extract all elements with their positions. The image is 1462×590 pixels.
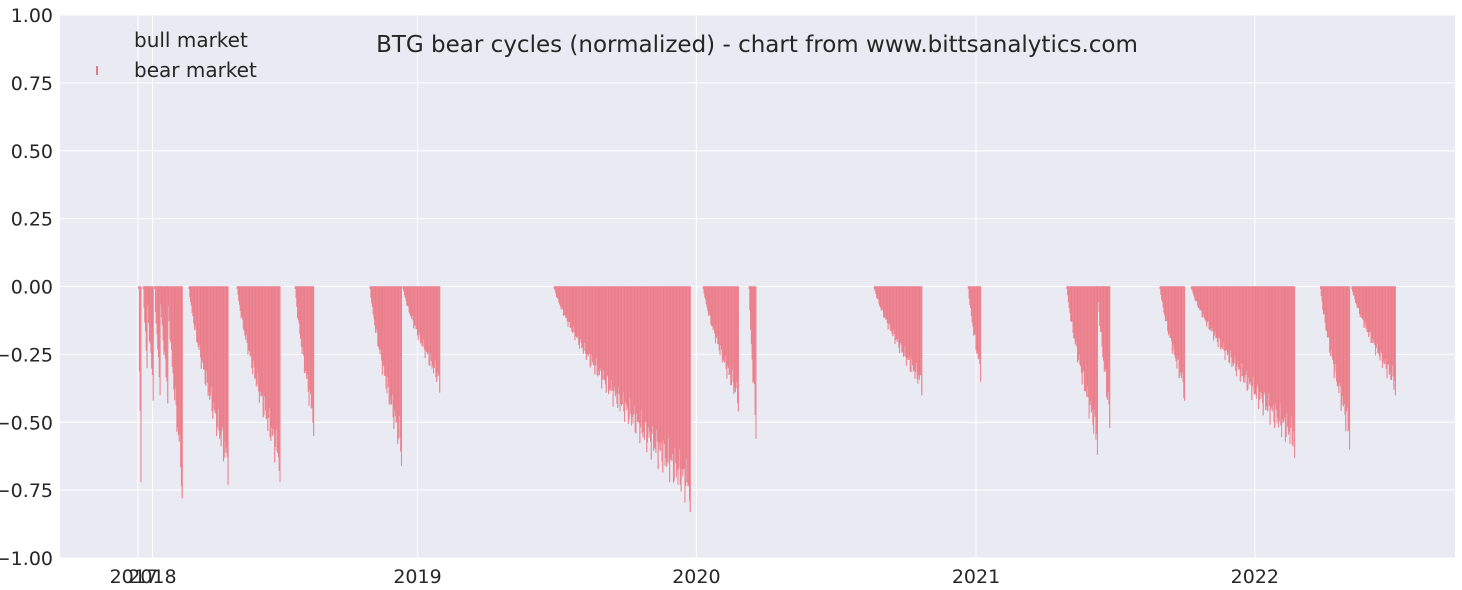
bear-bar (152, 286, 154, 401)
bear-market-bars (138, 286, 1396, 512)
bear-episode (188, 286, 229, 485)
bear-episode (748, 286, 757, 439)
y-tick-label: −0.50 (0, 412, 53, 434)
bear-bar (921, 286, 923, 396)
x-tick-label: 2022 (1231, 566, 1279, 588)
bear-bar (181, 286, 183, 499)
x-tick-label: 2018 (128, 566, 176, 588)
y-tick-label: 0.75 (11, 73, 53, 95)
y-tick-label: −1.00 (0, 548, 53, 570)
bear-episode (146, 286, 154, 401)
bear-episode (1320, 286, 1351, 450)
bear-bar (400, 286, 403, 466)
bear-episode (294, 286, 315, 436)
bear-episode (142, 286, 148, 369)
y-tick-labels: 1.00 0.75 0.50 0.25 0.00 −0.25 −0.50 −0.75 −1.00 (0, 5, 53, 570)
y-tick-label: 0.25 (11, 209, 53, 231)
bear-episode (402, 286, 441, 393)
bear-bar (439, 286, 441, 393)
bear-episode (702, 286, 739, 412)
bear-bar (980, 286, 982, 382)
bear-episode (1066, 286, 1098, 455)
bear-episode (236, 286, 281, 483)
bear-bar (1294, 286, 1296, 458)
bear-episode (873, 286, 923, 396)
bear-bar (1394, 286, 1396, 396)
bear-episode (1159, 286, 1186, 401)
bear-bar (1109, 286, 1111, 428)
bear-episode (1096, 286, 1111, 428)
bear-bar (1096, 286, 1098, 455)
legend-item-bear-market: bear market (134, 58, 257, 82)
x-tick-label: 2021 (952, 566, 1000, 588)
bear-bar (227, 286, 229, 485)
bear-bar (1184, 286, 1186, 401)
y-tick-label: 0.50 (11, 141, 53, 163)
bear-episode (159, 286, 169, 404)
bear-bar (1349, 286, 1351, 450)
y-tick-label: −0.75 (0, 480, 53, 502)
bear-episode (167, 286, 183, 499)
bear-bar (755, 286, 757, 439)
bear-episode (967, 286, 982, 382)
bear-episode (369, 286, 403, 466)
bear-episode (138, 286, 142, 483)
x-tick-label: 2020 (672, 566, 720, 588)
y-tick-label: −0.25 (0, 344, 53, 366)
bear-episode (1351, 286, 1396, 396)
legend: bull market bear market (96, 28, 257, 82)
y-tick-label: 0.00 (11, 277, 53, 299)
bear-bar (313, 286, 315, 436)
bear-episode (1190, 286, 1296, 458)
y-tick-label: 1.00 (11, 5, 53, 27)
x-tick-label: 2019 (393, 566, 441, 588)
bear-bar (737, 286, 739, 412)
chart-title: BTG bear cycles (normalized) - chart fro… (376, 32, 1138, 58)
bear-episode (553, 286, 691, 512)
bear-bar (140, 286, 142, 483)
bear-bar (279, 286, 281, 483)
legend-item-bull-market: bull market (134, 28, 248, 52)
bear-episode (154, 286, 161, 396)
bear-bar (689, 286, 691, 512)
x-tick-label: 2017 (110, 566, 158, 588)
